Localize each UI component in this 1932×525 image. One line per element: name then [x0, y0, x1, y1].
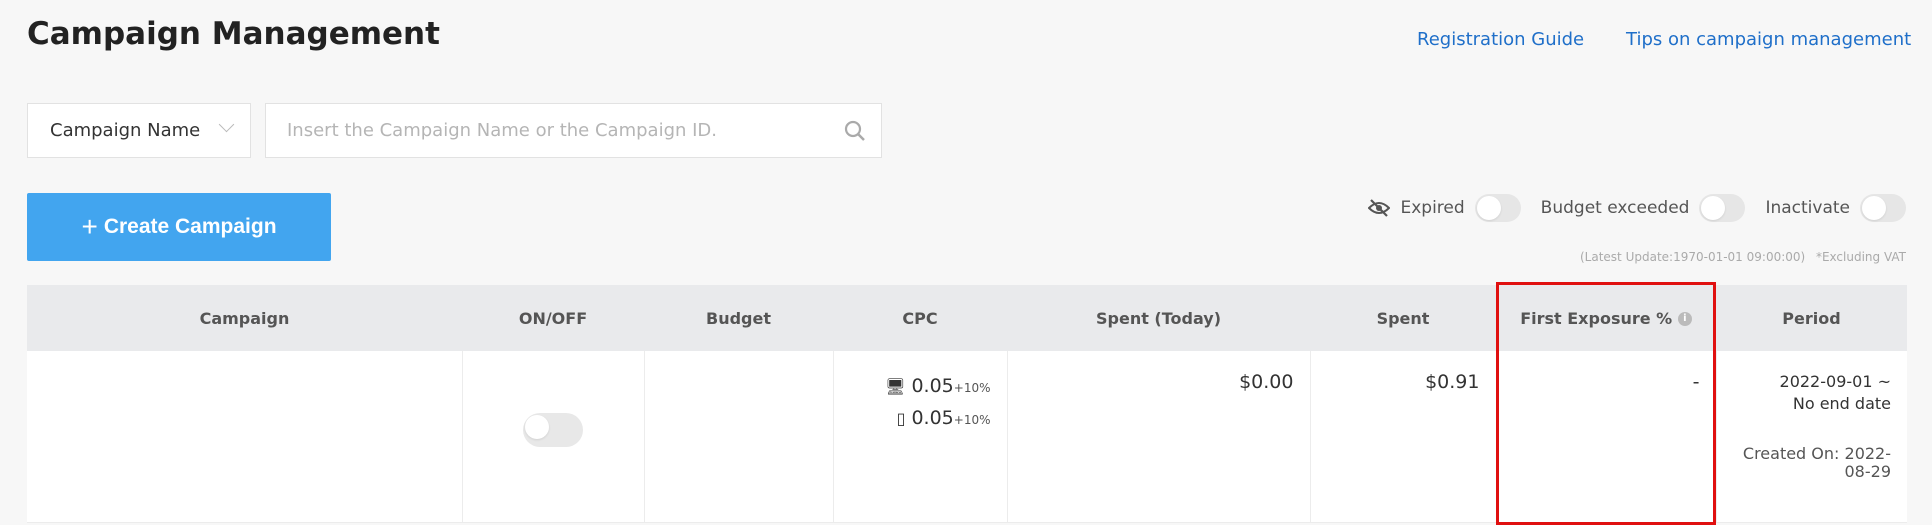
inactivate-toggle[interactable]	[1860, 194, 1906, 222]
first-exposure-cell: -	[1495, 351, 1716, 523]
latest-update: (Latest Update:1970-01-01 09:00:00)	[1580, 250, 1806, 264]
first-exposure-label: First Exposure %	[1520, 308, 1673, 328]
campaign-table: Campaign ON/OFF Budget CPC Spent (Today)…	[27, 285, 1907, 523]
cpc-pc: 0.05	[911, 375, 954, 397]
inactivate-label: Inactivate	[1765, 198, 1850, 218]
period-cell: 2022-09-01 ~ No end date Created On: 202…	[1715, 351, 1907, 523]
col-budget: Budget	[644, 285, 833, 351]
vat-note: *Excluding VAT	[1815, 250, 1906, 264]
spent-cell: $0.91	[1309, 351, 1496, 523]
page-title: Campaign Management	[27, 16, 440, 52]
cpc-mobile-adj: +10%	[953, 413, 991, 427]
spent-today-cell: $0.00	[1006, 351, 1310, 523]
registration-guide-link[interactable]: Registration Guide	[1417, 29, 1585, 50]
search-box	[265, 103, 882, 158]
created-on: Created On: 2022-08-29	[1742, 444, 1891, 481]
table-row: 🖥 0.05+10% ▯ 0.05+10% $0.00 $0.91 - 2022…	[27, 351, 1907, 523]
plus-icon: +	[81, 211, 98, 242]
col-first-exposure: First Exposure % i	[1496, 285, 1716, 351]
create-campaign-label: Create Campaign	[103, 215, 277, 238]
search-icon[interactable]	[843, 119, 867, 143]
budget-cell	[643, 351, 833, 523]
cpc-pc-adj: +10%	[953, 381, 991, 395]
expired-toggle[interactable]	[1474, 194, 1521, 222]
desktop-icon: 🖥	[885, 377, 906, 396]
tips-link[interactable]: Tips on campaign management	[1626, 29, 1912, 50]
period-end: No end date	[1792, 394, 1891, 413]
eye-off-icon	[1368, 199, 1391, 217]
create-campaign-button[interactable]: + Create Campaign	[27, 193, 331, 261]
cpc-mobile: 0.05	[911, 407, 954, 429]
search-field-select[interactable]: Campaign Name	[27, 103, 251, 158]
info-icon[interactable]: i	[1677, 312, 1692, 326]
search-field-label: Campaign Name	[50, 120, 201, 141]
col-spent: Spent	[1310, 285, 1496, 351]
mobile-icon: ▯	[896, 409, 906, 428]
filters: Expired Budget exceeded Inactivate	[1368, 194, 1906, 222]
col-spent-today: Spent (Today)	[1007, 285, 1310, 351]
campaign-cell	[27, 351, 462, 523]
cpc-cell: 🖥 0.05+10% ▯ 0.05+10%	[832, 351, 1007, 523]
col-period: Period	[1716, 285, 1907, 351]
onoff-cell	[461, 351, 644, 523]
expired-label: Expired	[1400, 198, 1465, 218]
campaign-toggle[interactable]	[523, 413, 583, 447]
search-input[interactable]	[285, 104, 829, 157]
highlight-box	[1496, 282, 1716, 525]
col-cpc: CPC	[833, 285, 1007, 351]
budget-exceeded-toggle[interactable]	[1699, 194, 1746, 222]
col-onoff: ON/OFF	[462, 285, 644, 351]
period-start: 2022-09-01 ~	[1779, 372, 1891, 391]
table-header: Campaign ON/OFF Budget CPC Spent (Today)…	[27, 285, 1907, 351]
col-campaign: Campaign	[27, 285, 462, 351]
budget-exceeded-label: Budget exceeded	[1540, 198, 1690, 218]
chevron-down-icon	[218, 116, 235, 133]
